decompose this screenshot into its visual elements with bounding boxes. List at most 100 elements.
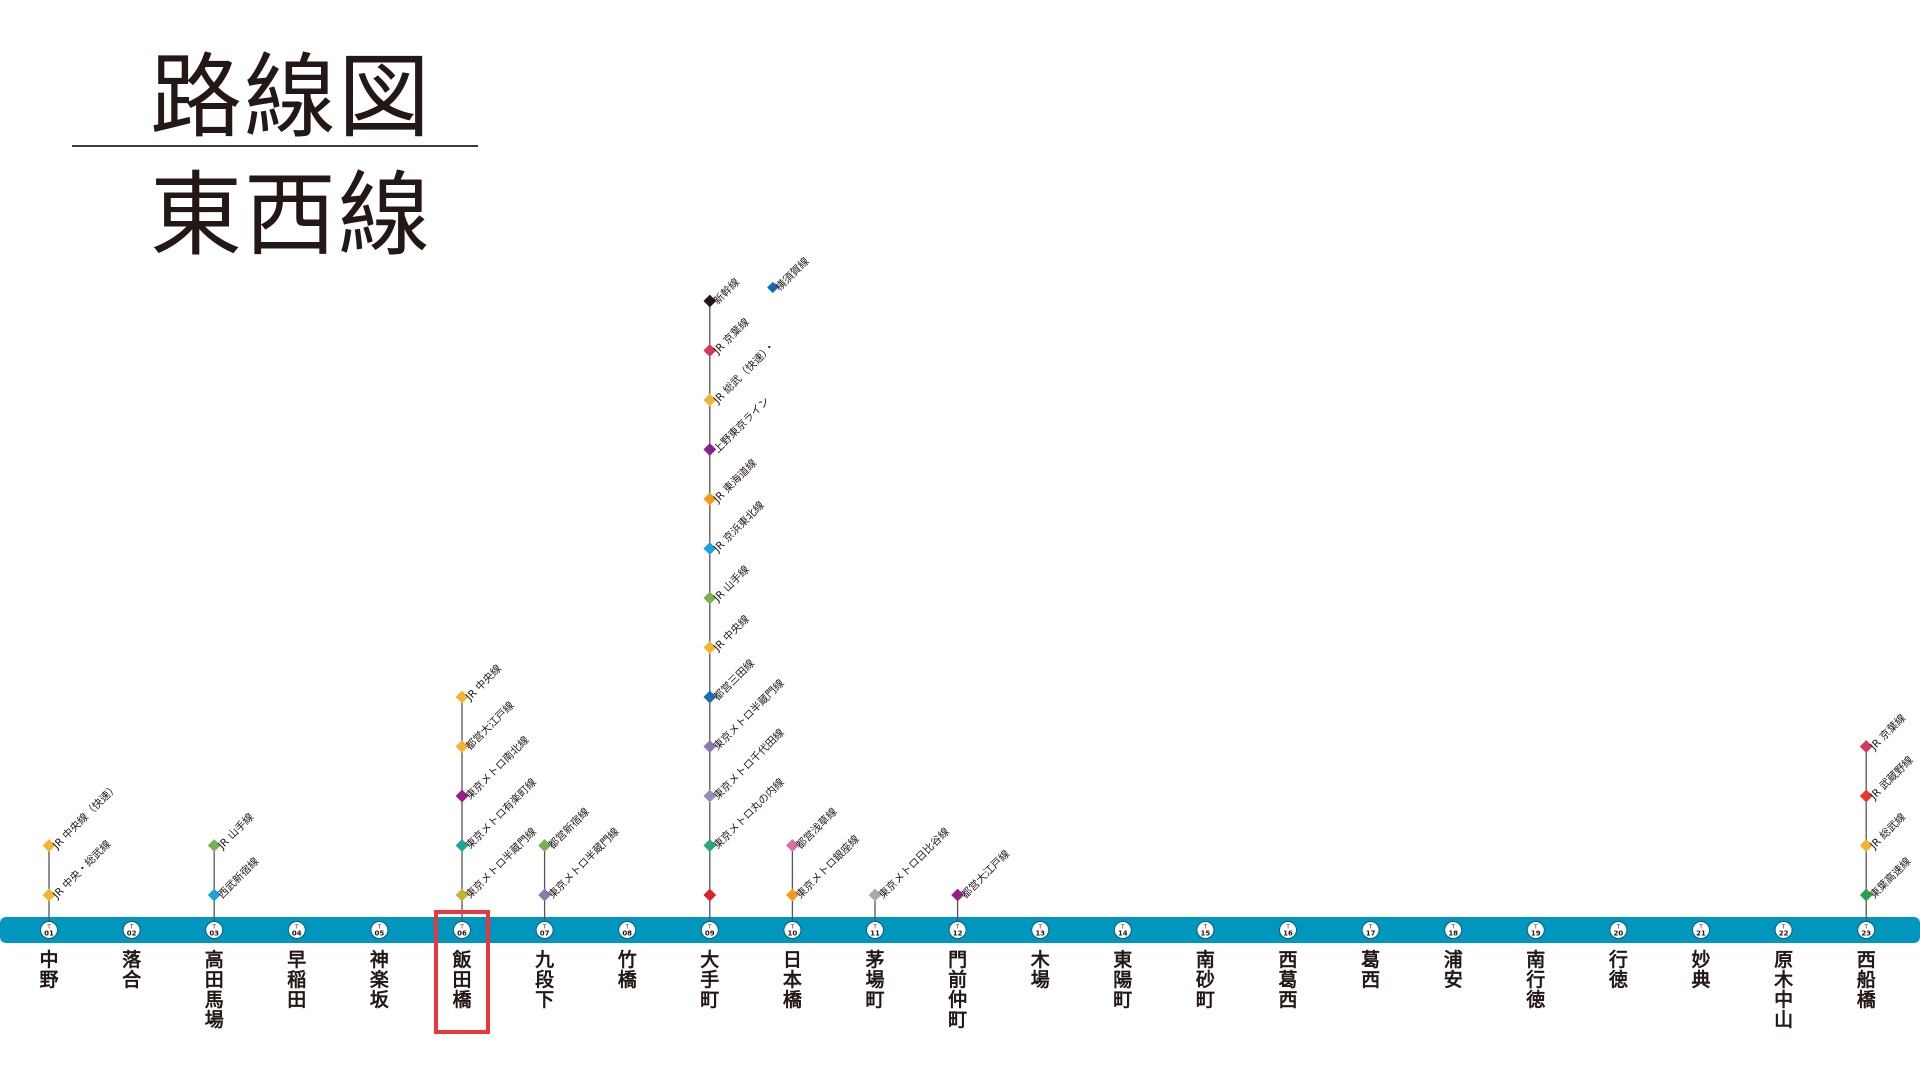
station-number-badge [1113,921,1132,939]
title-divider [72,145,478,147]
station-name-char[interactable]: 場 [1031,969,1050,991]
station-name-char[interactable]: 木 [1773,968,1794,991]
transfer-label: JR 中央線（快速） [49,781,121,853]
transfer-label: 東葉高速線 [1867,854,1914,901]
station-name-char[interactable]: 山 [1774,1009,1793,1031]
station-name-char[interactable]: 田 [205,969,224,991]
station-name-char[interactable]: 町 [1113,989,1132,1011]
station-name-char[interactable]: 中 [1774,988,1793,1011]
station-name-char[interactable]: 葛 [1360,949,1380,971]
station-name-char[interactable]: 飯 [451,948,471,971]
station-name-char[interactable]: 行 [1608,948,1628,971]
station-number-badge [618,921,637,939]
station-name-char[interactable]: 楽 [370,968,390,991]
station-name-char[interactable]: 安 [1444,968,1463,991]
station-number-badge [1361,921,1380,939]
station-name-char[interactable]: 野 [39,969,58,991]
station-name-char[interactable]: 門 [948,949,967,971]
station-name-char[interactable]: 早 [287,949,306,971]
station-number-badge [1526,921,1545,939]
transfer-label: JR 山手線 [710,563,752,605]
station-name-char[interactable]: 日 [783,949,802,971]
station-line-letter: T [1368,925,1373,931]
station-name-char[interactable]: 西 [1278,989,1297,1011]
station-name-char[interactable]: 茅 [865,948,884,971]
station-line-letter: T [46,925,51,931]
station-name-char[interactable]: 橋 [1857,988,1877,1011]
station-name-char[interactable]: 行 [1525,968,1545,991]
station-name-char[interactable]: 西 [1361,969,1380,991]
station-code: 01 [44,930,54,938]
station-name-char[interactable]: 葛 [1277,969,1297,991]
station-name-char[interactable]: 合 [122,968,142,991]
station-name-char[interactable]: 九 [534,949,554,971]
station-name-char[interactable]: 前 [948,968,967,991]
transfer-label: JR 京葉線 [710,315,752,357]
station-name-char[interactable]: 西 [1278,949,1297,971]
station-line-letter: T [790,925,795,931]
station-code: 16 [1283,930,1293,938]
station-name-char[interactable]: 落 [122,948,142,971]
station-name-char[interactable]: 田 [287,989,306,1011]
station-name-char[interactable]: 橋 [452,988,472,1011]
transfer-label: JR 総武線 [1866,810,1908,852]
station-number-badge [948,921,967,939]
station-code: 09 [705,930,715,938]
station-name-char[interactable]: 木 [1030,948,1051,971]
station-name-char[interactable]: 本 [783,968,802,991]
station-line-letter: T [212,925,217,931]
station-name-char[interactable]: 徳 [1525,988,1545,1011]
station-name-char[interactable]: 東 [1113,948,1132,971]
station-name-char[interactable]: 南 [1526,949,1545,971]
station-name-char[interactable]: 田 [452,969,471,991]
station-number-badge [1444,921,1463,939]
station-line-letter: T [1038,925,1043,931]
station-name-char[interactable]: 船 [1857,968,1876,991]
station-name-char[interactable]: 西 [1857,949,1876,971]
station-name-char[interactable]: 大 [700,948,719,971]
station-line-letter: T [459,925,464,931]
station-name-char[interactable]: 南 [1196,949,1215,971]
station-name-char[interactable]: 陽 [1113,969,1132,991]
station-code: 11 [870,930,880,938]
station-name-char[interactable]: 高 [205,948,224,971]
station-name-char[interactable]: 町 [1196,989,1215,1011]
station-name-char[interactable]: 稲 [287,969,306,991]
station-name-char[interactable]: 竹 [617,948,637,971]
station-name-char[interactable]: 町 [865,989,884,1011]
station-name-char[interactable]: 原 [1774,949,1793,971]
station-code: 07 [540,930,550,938]
station-name-char[interactable]: 場 [205,1009,224,1031]
station-name-char[interactable]: 典 [1691,968,1710,991]
station-name-char[interactable]: 妙 [1691,948,1710,971]
station-name-char[interactable]: 町 [948,1009,967,1031]
station-code: 03 [209,930,219,938]
station-line-letter: T [625,925,630,931]
station-line-letter: T [542,925,547,931]
station-name-char[interactable]: 町 [700,989,719,1011]
station-name-char[interactable]: 橋 [783,988,803,1011]
station-name-char[interactable]: 場 [865,969,884,991]
station-number-badge [1031,921,1050,939]
station-name-char[interactable]: 馬 [205,989,224,1011]
station-name-char[interactable]: 神 [370,948,389,971]
station-number-badge [1196,921,1215,939]
station-number-badge [700,921,719,939]
station-name-char[interactable]: 浦 [1444,948,1463,971]
transfer-label: 都営大江戸線 [959,847,1013,901]
station-name-char[interactable]: 仲 [948,988,967,1011]
transfer-label: 都営三田線 [711,656,758,703]
station-name-char[interactable]: 中 [39,948,58,971]
station-name-char[interactable]: 手 [700,968,719,991]
station-number-badge [1279,921,1297,939]
station-name-char[interactable]: 下 [535,989,554,1011]
station-name-char[interactable]: 徳 [1608,968,1628,991]
station-name-char[interactable]: 砂 [1196,969,1215,991]
station-number-badge [122,921,141,939]
transfer-label: 横須賀線 [773,254,812,293]
station-name-char[interactable]: 橋 [618,968,638,991]
station-name-char[interactable]: 段 [535,968,555,991]
station-line-letter: T [1781,925,1786,931]
station-name-char[interactable]: 坂 [370,989,390,1011]
